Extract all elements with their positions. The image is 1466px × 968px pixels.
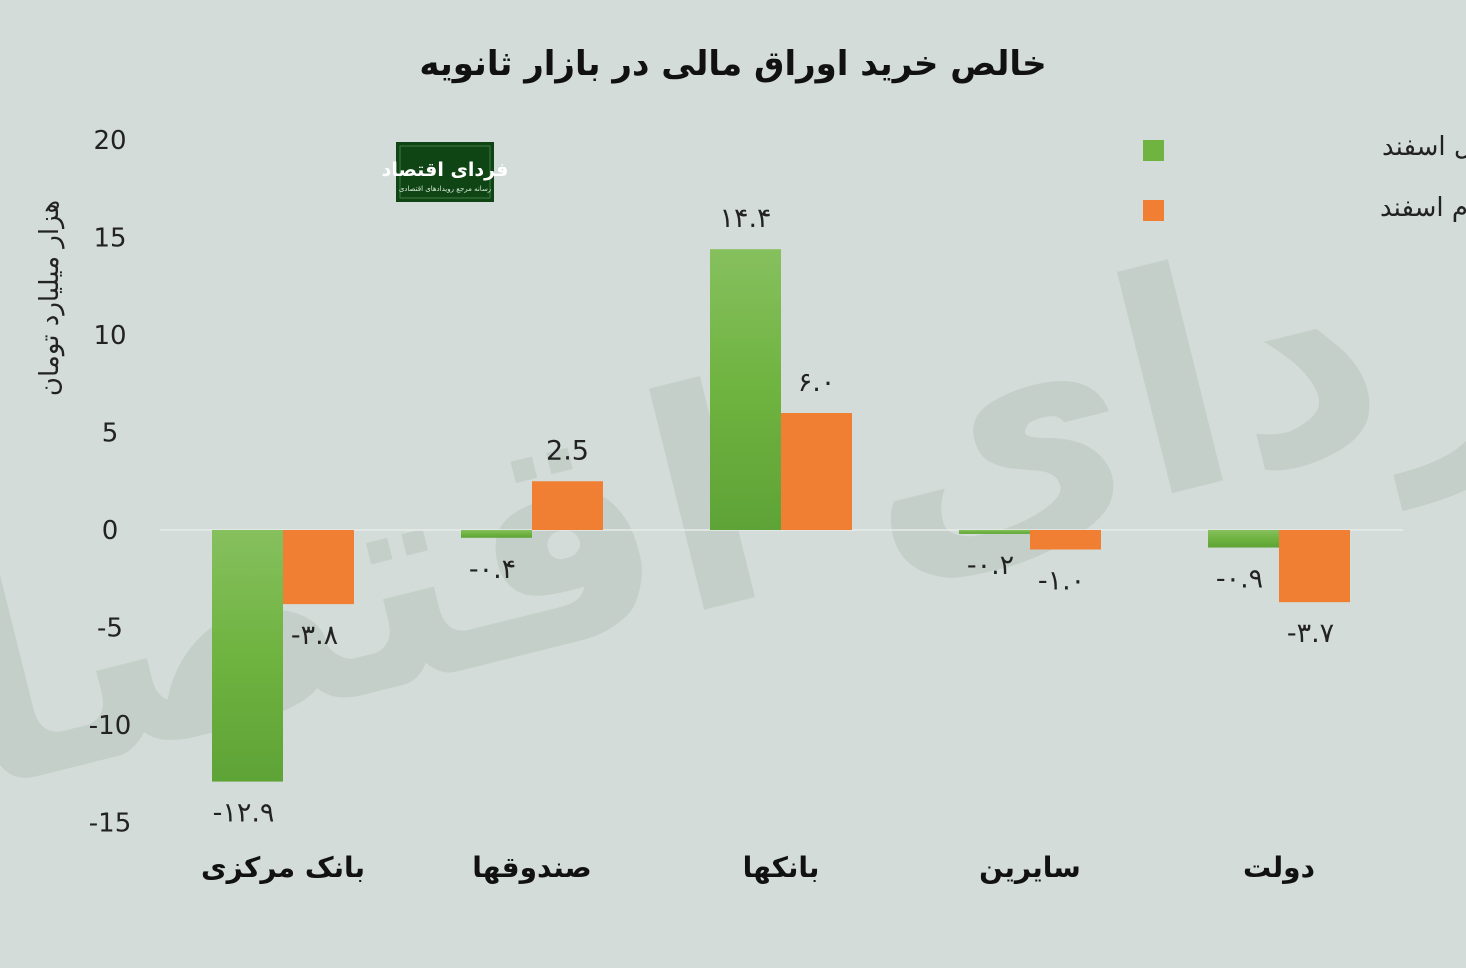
- data-label: -۰.۴: [469, 554, 516, 585]
- data-label: 2.5: [546, 435, 589, 466]
- data-label: -۱.۰: [1038, 566, 1085, 597]
- y-tick-label: -10: [89, 711, 131, 741]
- y-tick-label: -15: [89, 809, 131, 839]
- data-label: ۶.۰: [798, 367, 836, 398]
- bar-series2: [283, 530, 354, 605]
- x-axis: بانک مرکزی صندوقها بانکها سایرین دولت: [201, 851, 1315, 884]
- y-tick-label: -5: [97, 614, 123, 644]
- chart-title: خالص خرید اوراق مالی در بازار ثانویه: [419, 44, 1046, 84]
- x-category-label: سایرین: [979, 851, 1081, 884]
- logo-subtitle: رسانه مرجع رویدادهای اقتصادی: [399, 185, 491, 193]
- bar-series2: [532, 481, 603, 530]
- bar-series1: [461, 530, 532, 538]
- brand-logo: فردای اقتصاد رسانه مرجع رویدادهای اقتصاد…: [382, 142, 509, 202]
- legend-label-series2: هفته دوم اسفند: [1380, 193, 1466, 223]
- data-label: -۱۲.۹: [213, 798, 275, 829]
- y-tick-label: 10: [93, 321, 126, 351]
- data-labels: -۱۲.۹ -۳.۸ -۰.۴ 2.5 ۱۴.۴ ۶.۰ -۰.۲ -۱.۰ -۰.۹ -۳.۷: [213, 203, 1335, 828]
- bars: [212, 249, 1350, 782]
- logo-text: فردای اقتصاد: [382, 159, 509, 181]
- y-tick-label: 0: [102, 516, 119, 546]
- bar-series1: [959, 530, 1030, 534]
- data-label: -۳.۸: [291, 620, 338, 651]
- x-category-label: دولت: [1243, 851, 1315, 884]
- x-category-label: بانک مرکزی: [201, 851, 365, 884]
- legend: هفته اول اسفند هفته دوم اسفند: [1143, 132, 1466, 223]
- data-label: ۱۴.۴: [719, 203, 771, 234]
- legend-swatch-series2: [1143, 200, 1164, 221]
- bar-series2: [1030, 530, 1101, 550]
- y-tick-label: 5: [102, 419, 119, 449]
- y-tick-label: 15: [93, 224, 126, 254]
- bar-series1: [212, 530, 283, 782]
- x-category-label: صندوقها: [472, 851, 591, 884]
- data-label: -۰.۹: [1216, 564, 1263, 595]
- legend-label-series1: هفته اول اسفند: [1382, 132, 1466, 162]
- bar-series1: [1208, 530, 1279, 548]
- y-axis-label: هزار میلیارد تومان: [35, 200, 65, 396]
- bar-series2: [1279, 530, 1350, 603]
- data-label: -۰.۲: [967, 550, 1014, 581]
- y-tick-label: 20: [93, 126, 126, 156]
- y-axis: 20 15 10 5 0 -5 -10 -15: [89, 126, 131, 839]
- x-category-label: بانکها: [743, 851, 820, 884]
- data-label: -۳.۷: [1287, 618, 1334, 649]
- bar-series2: [781, 413, 852, 530]
- bar-series1: [710, 249, 781, 530]
- legend-swatch-series1: [1143, 140, 1164, 161]
